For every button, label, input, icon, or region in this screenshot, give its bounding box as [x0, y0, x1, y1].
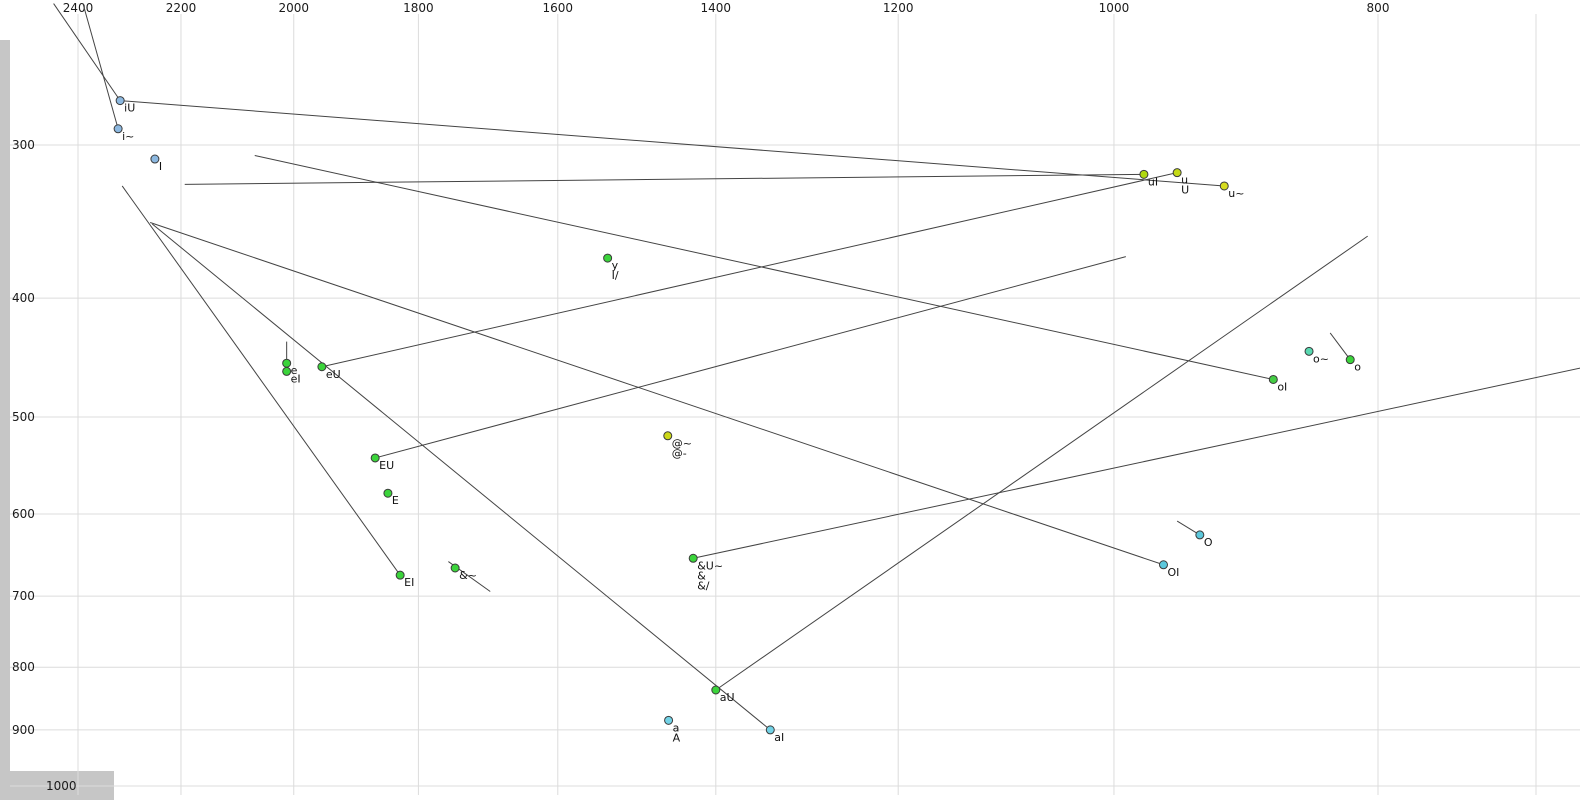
trajectory-line	[375, 256, 1126, 459]
data-point[interactable]	[150, 154, 160, 164]
data-point[interactable]	[1172, 168, 1182, 178]
point-label: O	[1204, 536, 1213, 549]
data-point[interactable]	[1158, 560, 1168, 570]
point-label: o	[1354, 361, 1361, 374]
trajectory-line	[184, 173, 1144, 185]
data-point[interactable]	[765, 725, 775, 735]
point-label: @~	[672, 437, 692, 450]
x-axis-tick-label: 2400	[63, 1, 94, 15]
data-point[interactable]	[1345, 355, 1355, 365]
x-axis-tick-label: 1200	[883, 1, 914, 15]
x-axis-tick-label: 800	[1367, 1, 1390, 15]
point-label: i~	[122, 130, 134, 143]
point-label: &	[697, 569, 706, 582]
data-point[interactable]	[113, 124, 123, 134]
data-point[interactable]	[603, 253, 613, 263]
point-label: e	[291, 364, 298, 377]
y-axis-tick-label: 300	[12, 138, 35, 152]
point-label: eU	[326, 368, 341, 381]
point-label: aU	[720, 691, 735, 704]
point-label: I	[159, 160, 162, 173]
data-point[interactable]	[383, 488, 393, 498]
point-label: A	[673, 731, 681, 744]
trajectory-line	[82, 3, 119, 129]
point-label: iU	[124, 102, 135, 115]
trajectory-line	[120, 100, 1225, 187]
point-label: y	[612, 259, 619, 272]
left-gutter	[0, 40, 10, 771]
y-axis-tick-label: 500	[12, 410, 35, 424]
y-axis-tick-label: 900	[12, 723, 35, 737]
trajectory-line	[151, 223, 771, 731]
data-point[interactable]	[317, 362, 327, 372]
point-label: eI	[291, 372, 301, 385]
trajectory-line	[715, 235, 1368, 691]
point-label: aI	[774, 731, 784, 744]
point-label: uI	[1148, 175, 1158, 188]
point-label: U	[1181, 184, 1189, 197]
y-axis-tick-label: 1000	[46, 779, 77, 793]
point-label: EI	[404, 576, 414, 589]
data-point[interactable]	[115, 96, 125, 106]
trajectory-line	[693, 367, 1580, 559]
trajectory-line	[53, 3, 121, 101]
point-label: u	[1181, 174, 1188, 187]
x-axis-tick-label: 1600	[543, 1, 574, 15]
point-label: oI	[1277, 380, 1287, 393]
point-label: u~	[1228, 187, 1244, 200]
point-label: &/	[697, 579, 710, 592]
data-point[interactable]	[664, 715, 674, 725]
y-axis-tick-label: 700	[12, 589, 35, 603]
data-point[interactable]	[450, 563, 460, 573]
x-axis-tick-label: 1800	[403, 1, 434, 15]
x-axis-tick-label: 2200	[166, 1, 197, 15]
data-point[interactable]	[1139, 169, 1149, 179]
point-label: a	[673, 721, 680, 734]
trajectory-line	[150, 222, 1164, 566]
data-point[interactable]	[1268, 374, 1278, 384]
point-label: &~	[459, 569, 477, 582]
data-point[interactable]	[1195, 530, 1205, 540]
trajectory-line	[1329, 332, 1351, 360]
data-point[interactable]	[282, 358, 292, 368]
y-axis-tick-label: 800	[12, 660, 35, 674]
point-label: I/	[612, 269, 619, 282]
point-label: @-	[672, 447, 687, 460]
y-axis-tick-label: 600	[12, 507, 35, 521]
point-label: OI	[1167, 566, 1179, 579]
data-point[interactable]	[663, 431, 673, 441]
data-point[interactable]	[688, 553, 698, 563]
data-point[interactable]	[1219, 181, 1229, 191]
point-label: EU	[379, 459, 394, 472]
x-axis-tick-label: 1400	[701, 1, 732, 15]
point-label: E	[392, 494, 399, 507]
trajectory-line	[121, 185, 401, 576]
data-point[interactable]	[1304, 346, 1314, 356]
data-point[interactable]	[370, 453, 380, 463]
trajectory-line	[254, 155, 1274, 380]
point-label: o~	[1313, 352, 1329, 365]
data-point[interactable]	[395, 570, 405, 580]
data-point[interactable]	[711, 685, 721, 695]
y-axis-tick-label: 400	[12, 291, 35, 305]
data-point[interactable]	[282, 366, 292, 376]
point-label: &U~	[697, 559, 723, 572]
x-axis-tick-label: 1000	[1099, 1, 1130, 15]
trajectory-line	[321, 172, 1178, 368]
x-axis-tick-label: 2000	[278, 1, 309, 15]
